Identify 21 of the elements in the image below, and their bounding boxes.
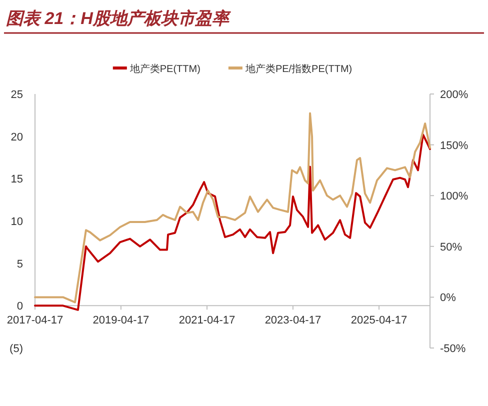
y2-tick-label: 50% — [440, 241, 462, 254]
y-tick-label: (5) — [10, 343, 23, 355]
y2-tick-label: 200% — [440, 89, 468, 101]
y-tick-label: 15 — [10, 174, 23, 186]
x-tick-label: 2021-04-17 — [178, 314, 236, 327]
x-tick-label: 2025-04-17 — [350, 314, 408, 327]
y2-tick-label: 0% — [440, 292, 456, 304]
legend-label: 地产类PE(TTM) — [128, 63, 200, 75]
y-tick-label: 10 — [10, 216, 23, 228]
y-tick-label: 20 — [10, 131, 23, 144]
y-tick-label: 0 — [16, 300, 23, 313]
y-tick-label: 5 — [16, 258, 23, 270]
y-tick-label: 25 — [10, 89, 23, 101]
x-tick-label: 2023-04-17 — [264, 314, 322, 327]
legend-label: 地产类PE/指数PE(TTM) — [244, 63, 352, 75]
x-tick-label: 2019-04-17 — [92, 314, 150, 327]
y2-tick-label: 150% — [440, 140, 468, 152]
y2-tick-label: 100% — [440, 190, 468, 203]
chart-title: 图表 21：H股地产板块市盈率 — [6, 9, 231, 28]
y2-tick-label: -50% — [440, 343, 466, 355]
x-tick-label: 2017-04-17 — [6, 314, 64, 327]
